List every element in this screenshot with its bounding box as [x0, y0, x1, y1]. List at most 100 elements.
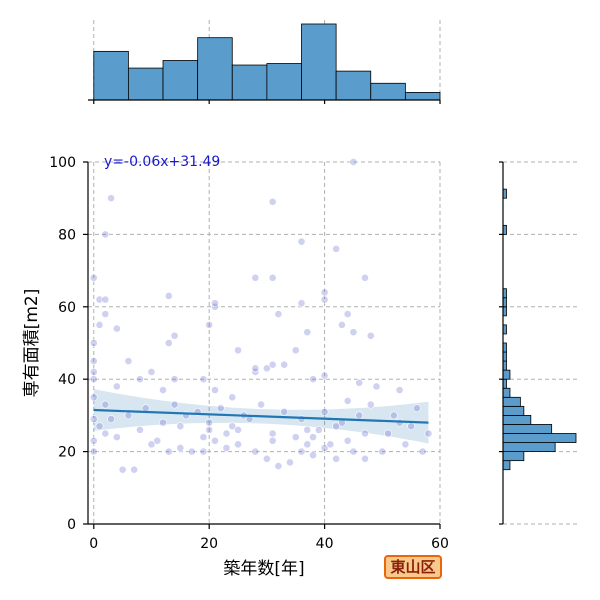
scatter-point	[164, 447, 173, 456]
scatter-point	[366, 400, 375, 409]
scatter-point	[176, 422, 185, 431]
scatter-point	[326, 440, 335, 449]
y-tick-label: 100	[49, 155, 76, 171]
scatter-point	[170, 375, 179, 384]
scatter-point	[107, 415, 115, 423]
scatter-point	[343, 310, 352, 318]
scatter-point	[234, 440, 242, 449]
y-axis-label: 専有面積[m2]	[22, 289, 42, 398]
scatter-point	[228, 393, 237, 402]
right-hist-bar	[502, 369, 511, 380]
scatter-point	[361, 429, 369, 438]
scatter-point	[118, 465, 127, 474]
scatter-point	[338, 320, 346, 329]
scatter-point	[343, 397, 352, 405]
right-hist-bar	[502, 387, 511, 398]
scatter-point	[199, 447, 208, 456]
y-tick-label: 60	[58, 300, 76, 316]
x-tick-label: 40	[316, 536, 334, 552]
scatter-point	[297, 299, 306, 308]
top-hist-bar	[127, 67, 164, 101]
scatter-point	[251, 273, 260, 282]
scatter-point	[320, 295, 329, 304]
right-hist-bar	[502, 460, 511, 471]
scatter-point	[389, 411, 398, 420]
scatter-point	[199, 433, 208, 442]
scatter-point	[257, 400, 266, 409]
scatter-point	[211, 386, 219, 394]
scatter-point	[89, 368, 98, 376]
scatter-point	[147, 368, 156, 376]
scatter-point	[413, 404, 421, 413]
scatter-point	[95, 422, 104, 431]
scatter-point	[216, 404, 225, 413]
scatter-point	[130, 465, 139, 474]
right-hist-bar	[502, 414, 532, 425]
scatter-point	[170, 331, 179, 340]
scatter-point	[291, 433, 300, 442]
x-tick-label: 60	[431, 536, 449, 552]
scatter-point	[95, 320, 104, 329]
scatter-point	[112, 324, 121, 333]
district-badge: 東山区	[384, 555, 442, 579]
scatter-point	[372, 382, 381, 391]
scatter-point	[147, 440, 156, 449]
scatter-point	[332, 422, 341, 431]
scatter-point	[159, 418, 167, 427]
scatter-point	[309, 433, 317, 442]
top-histogram	[88, 20, 441, 104]
scatter-point	[297, 237, 306, 246]
scatter-point	[89, 415, 98, 423]
scatter-point	[89, 393, 98, 402]
scatter-point	[124, 357, 133, 365]
scatter-point	[124, 411, 133, 420]
scatter-point	[303, 425, 312, 434]
top-hist-bar	[301, 23, 337, 101]
scatter-point	[309, 375, 317, 384]
scatter-point	[320, 371, 329, 380]
scatter-point	[205, 320, 214, 329]
scatter-point	[343, 436, 352, 445]
scatter-point	[291, 346, 300, 355]
scatter-point	[159, 386, 167, 394]
axes: 0 20 40 60 0 20 40 60 80 100	[49, 155, 449, 552]
scatter-point	[384, 429, 392, 438]
scatter-point	[211, 436, 219, 445]
scatter-point	[101, 230, 110, 239]
scatter-point	[378, 447, 387, 456]
regression-line	[93, 408, 429, 424]
scatter-point	[251, 447, 260, 456]
scatter-point	[89, 273, 98, 282]
top-hist-bar	[266, 63, 302, 101]
right-hist-bar	[502, 442, 556, 452]
scatter-point	[314, 425, 323, 434]
y-tick-label: 0	[67, 517, 76, 533]
scatter-point	[234, 346, 242, 355]
scatter-point	[401, 440, 410, 449]
scatter-point	[268, 273, 277, 282]
scatter-point	[320, 444, 329, 452]
scatter-point	[89, 357, 98, 365]
scatter-point	[205, 425, 214, 434]
scatter-point	[303, 440, 312, 449]
scatter-point	[89, 436, 98, 445]
scatter-point	[112, 433, 121, 442]
scatter-point	[89, 375, 98, 384]
scatter-point	[101, 400, 110, 409]
right-hist-bar	[502, 424, 553, 434]
scatter-point	[361, 273, 369, 282]
scatter-point	[280, 407, 289, 416]
scatter-point	[101, 429, 110, 438]
scatter-point	[234, 425, 242, 434]
scatter-point	[366, 331, 375, 340]
scatter-point	[205, 418, 214, 427]
scatter-point	[320, 407, 329, 416]
x-tick-label: 0	[89, 536, 98, 552]
scatter-point	[309, 451, 317, 460]
scatter-panel: 0 20 40 60 0 20 40 60 80 100 y=-0.06x+31.49 築年数[年…	[22, 154, 449, 579]
x-tick-label: 20	[200, 536, 218, 552]
scatter-point	[418, 447, 427, 456]
scatter-point	[222, 429, 231, 438]
scatter-point	[107, 194, 115, 203]
regression-equation: y=-0.06x+31.49	[104, 154, 220, 170]
